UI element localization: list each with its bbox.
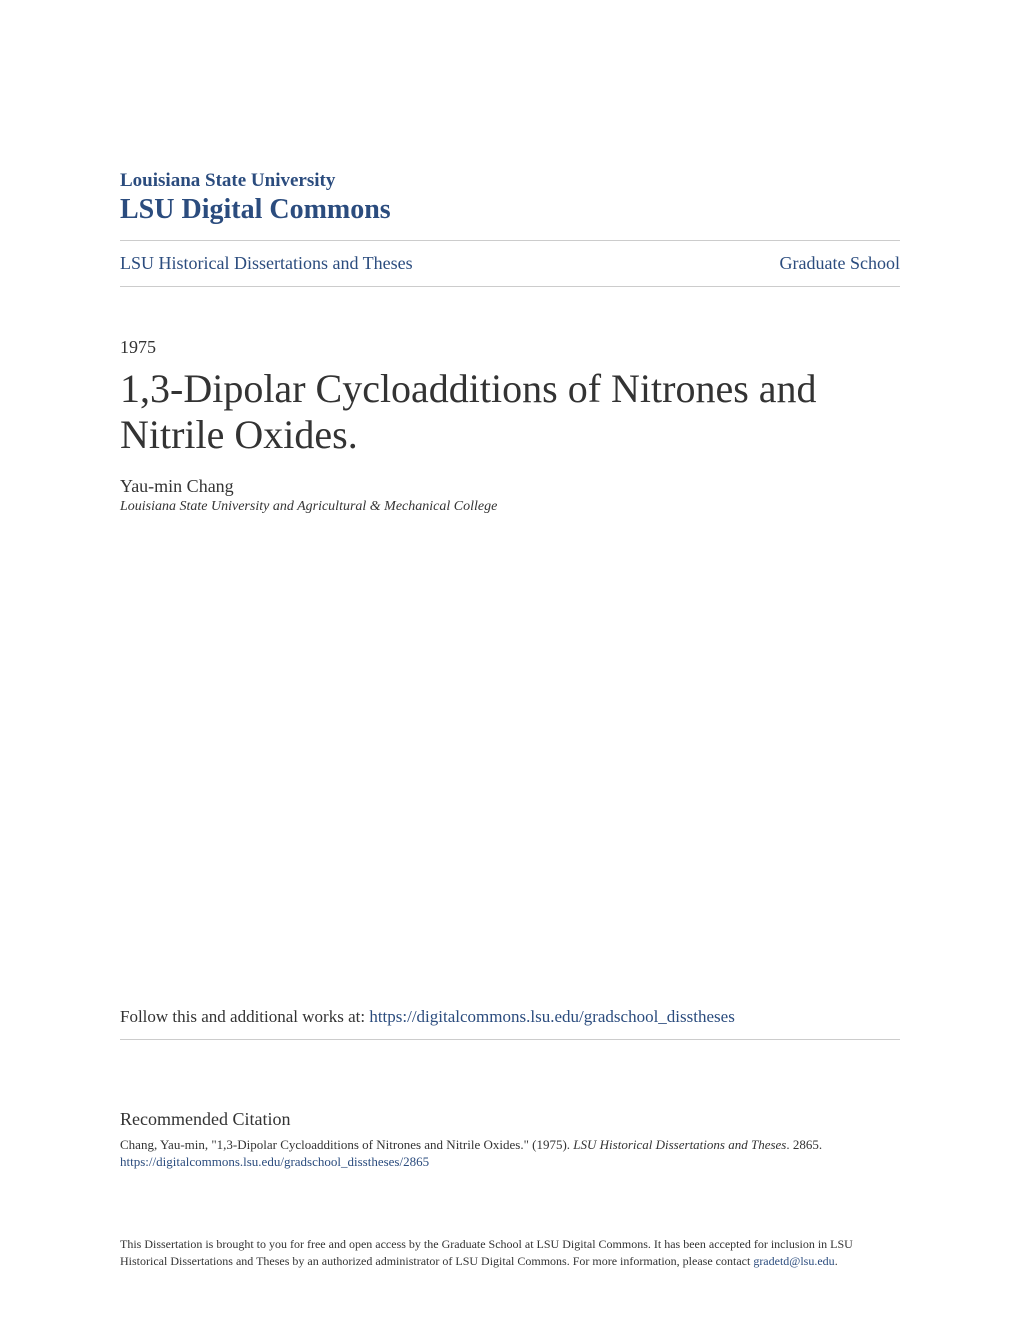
publication-year: 1975	[120, 337, 900, 358]
citation-text: Chang, Yau-min, "1,3-Dipolar Cycloadditi…	[120, 1136, 900, 1154]
nav-bar: LSU Historical Dissertations and Theses …	[120, 240, 900, 287]
follow-prefix: Follow this and additional works at:	[120, 1007, 369, 1026]
citation-url-link[interactable]: https://digitalcommons.lsu.edu/gradschoo…	[120, 1154, 900, 1170]
citation-suffix: . 2865.	[786, 1137, 822, 1152]
follow-url-link[interactable]: https://digitalcommons.lsu.edu/gradschoo…	[369, 1007, 734, 1026]
university-name: Louisiana State University	[120, 170, 900, 192]
footer-body: This Dissertation is brought to you for …	[120, 1237, 853, 1268]
citation-series: LSU Historical Dissertations and Theses	[573, 1137, 786, 1152]
author-name: Yau-min Chang	[120, 476, 900, 497]
collection-link[interactable]: LSU Historical Dissertations and Theses	[120, 253, 413, 274]
footer-text: This Dissertation is brought to you for …	[120, 1236, 900, 1270]
footer-section: This Dissertation is brought to you for …	[120, 1236, 900, 1270]
citation-heading: Recommended Citation	[120, 1109, 900, 1130]
follow-section: Follow this and additional works at: htt…	[120, 1007, 900, 1040]
digital-commons-title: LSU Digital Commons	[120, 194, 900, 226]
footer-period: .	[835, 1254, 838, 1268]
follow-text: Follow this and additional works at: htt…	[120, 1007, 900, 1040]
author-affiliation: Louisiana State University and Agricultu…	[120, 499, 900, 515]
graduate-school-link[interactable]: Graduate School	[780, 253, 900, 274]
citation-section: Recommended Citation Chang, Yau-min, "1,…	[120, 1109, 900, 1170]
citation-prefix: Chang, Yau-min, "1,3-Dipolar Cycloadditi…	[120, 1137, 573, 1152]
contact-email-link[interactable]: gradetd@lsu.edu	[753, 1254, 834, 1268]
paper-title: 1,3-Dipolar Cycloadditions of Nitrones a…	[120, 366, 900, 458]
